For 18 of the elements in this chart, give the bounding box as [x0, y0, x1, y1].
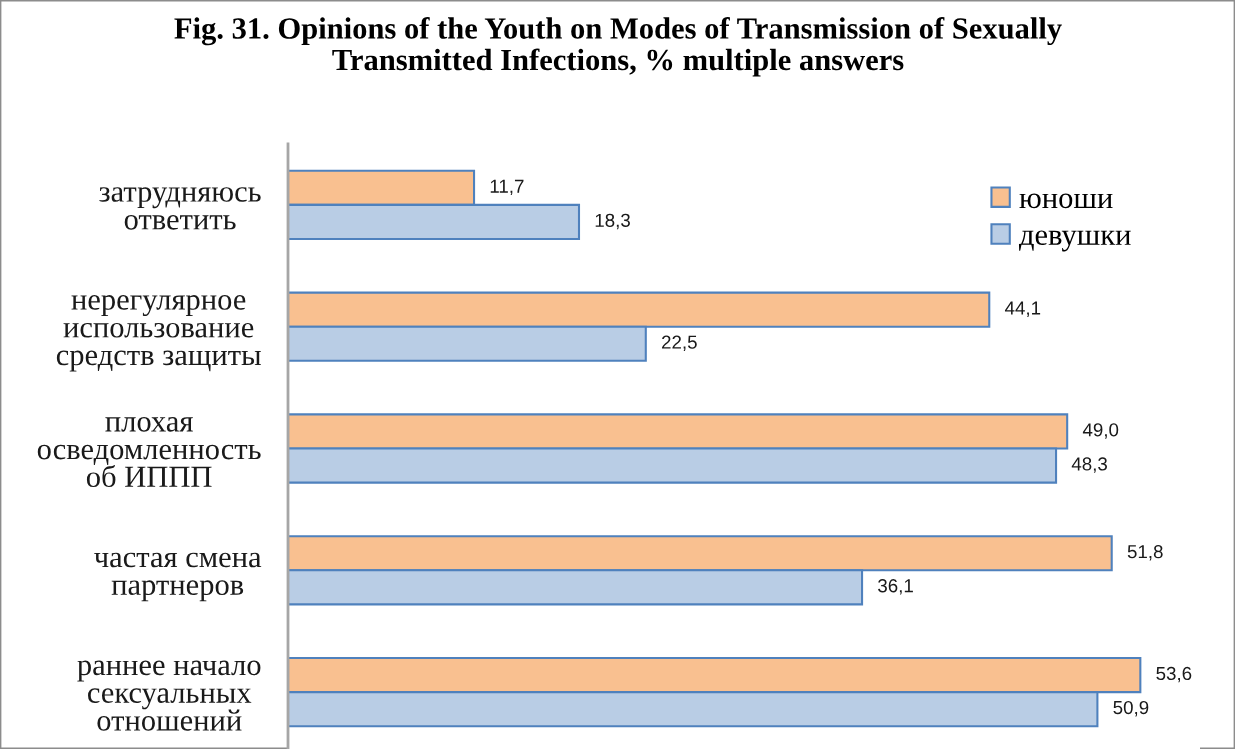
legend-label: юноши: [1019, 193, 1113, 209]
y-tick-label: раннее начало сексуальных отношений: [77, 660, 261, 731]
data-label: 49,0: [1082, 423, 1119, 439]
y-tick-label: плохая осведомленность об ИППП: [37, 416, 261, 488]
data-label: 44,1: [1004, 301, 1041, 317]
y-tick-label: частая смена партнеров: [94, 552, 262, 602]
data-label: 36,1: [878, 579, 913, 595]
y-tick-label: нерегулярное использование средств защиты: [56, 295, 261, 372]
data-label: 18,3: [595, 213, 630, 230]
data-label: 50,9: [1113, 700, 1149, 717]
data-label: 53,6: [1156, 666, 1192, 683]
data-label: 48,3: [1071, 457, 1107, 473]
y-tick-label: затрудняюсь ответить: [99, 187, 261, 230]
legend-label: девушки: [1018, 230, 1131, 252]
data-label: 22,5: [662, 335, 697, 351]
data-label: 51,8: [1127, 545, 1163, 561]
chart-title: Fig. 31. Opinions of the Youth on Modes of Transmission of Sexually Transmitted Infections, % multiple answers: [174, 17, 1062, 77]
data-label: 11,7: [490, 179, 524, 196]
